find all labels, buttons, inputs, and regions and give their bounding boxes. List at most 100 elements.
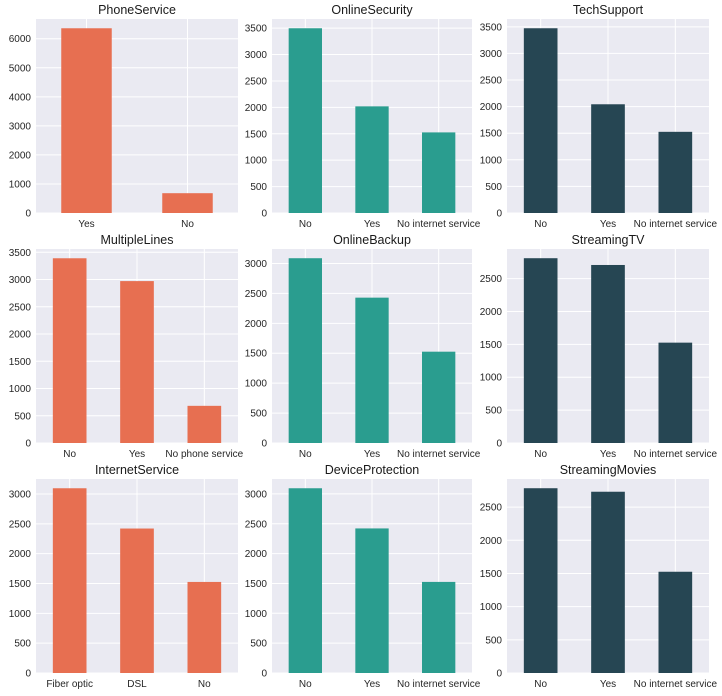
y-tick-label: 2500	[9, 302, 32, 313]
y-tick-label: 3000	[9, 121, 32, 132]
x-tick-label: No internet service	[397, 449, 481, 460]
y-tick-label: 0	[496, 669, 502, 680]
y-tick-label: 1000	[245, 609, 268, 620]
bar-internetservice-fiber-optic	[52, 488, 87, 673]
panel-streamingtv: 0 500 1000 1500 2000 2500 No Yes No internet ser…	[480, 233, 718, 460]
y-tick-label: 1000	[9, 384, 32, 395]
y-tick-label: 1500	[9, 579, 32, 590]
panel-onlinebackup: 0 500 1000 1500 2000 2500 3000 No Yes No internet…	[245, 233, 481, 460]
y-tick-label: 4000	[9, 92, 32, 103]
y-tick-label: 3500	[245, 24, 268, 35]
x-tick-label: No internet service	[634, 219, 718, 230]
x-tick-label: No internet service	[634, 679, 718, 690]
panel-techsupport: 0 500 1000 1500 2000 2500 3000 3500 No Yes No inte…	[480, 3, 718, 230]
y-tick-label: 2500	[245, 76, 268, 87]
panel-phoneservice: 0 1000 2000 3000 4000 5000 6000 Yes No PhoneServi…	[9, 3, 238, 230]
y-tick-label: 0	[261, 669, 267, 680]
y-tick-label: 500	[14, 411, 31, 422]
x-tick-label: Yes	[600, 449, 616, 460]
y-tick-label: 1500	[9, 357, 32, 368]
y-tick-label: 3000	[245, 489, 268, 500]
y-tick-label: 1500	[245, 579, 268, 590]
bar-multiplelines-no	[52, 258, 87, 443]
y-tick-label: 0	[496, 439, 502, 450]
x-tick-label: No	[534, 679, 547, 690]
panel-onlinesecurity: 0 500 1000 1500 2000 2500 3000 3500 No Yes No inte…	[245, 3, 481, 230]
panel-multiplelines: 0 500 1000 1500 2000 2500 3000 3500 No Yes No phon…	[9, 233, 244, 460]
y-tick-label: 3500	[9, 248, 32, 259]
y-tick-label: 500	[485, 182, 502, 193]
y-tick-label: 2500	[245, 519, 268, 530]
y-tick-label: 2500	[480, 76, 503, 87]
x-tick-label: No	[534, 219, 547, 230]
x-tick-label: No	[181, 219, 194, 230]
chart-title: OnlineBackup	[333, 233, 411, 247]
bar-techsupport-no	[523, 28, 558, 213]
y-tick-label: 2000	[480, 536, 503, 547]
bar-deviceprotection-no-internet-service	[422, 581, 456, 673]
x-tick-label: No	[299, 219, 312, 230]
y-tick-label: 1000	[480, 373, 503, 384]
bar-onlinesecurity-yes	[355, 106, 389, 213]
x-tick-label: No	[299, 679, 312, 690]
y-tick-label: 500	[485, 635, 502, 646]
y-tick-label: 1500	[480, 569, 503, 580]
y-tick-label: 0	[25, 209, 31, 220]
chart-title: MultipleLines	[101, 233, 174, 247]
y-tick-label: 1000	[9, 609, 32, 620]
x-tick-label: Yes	[78, 219, 94, 230]
x-tick-label: No	[198, 679, 211, 690]
y-tick-label: 1500	[245, 349, 268, 360]
y-tick-label: 2000	[245, 549, 268, 560]
x-tick-label: No	[534, 449, 547, 460]
x-tick-label: Yes	[600, 679, 616, 690]
x-tick-label: Yes	[129, 449, 145, 460]
y-tick-label: 2500	[480, 274, 503, 285]
y-tick-label: 1000	[480, 155, 503, 166]
bar-onlinebackup-no	[288, 258, 322, 443]
y-tick-label: 3500	[480, 22, 503, 33]
bar-internetservice-dsl	[120, 528, 154, 673]
y-tick-label: 2000	[245, 103, 268, 114]
bar-techsupport-yes	[591, 104, 625, 213]
y-tick-label: 2000	[9, 150, 32, 161]
chart-title: DeviceProtection	[325, 463, 420, 477]
y-tick-label: 3000	[9, 489, 32, 500]
x-tick-label: DSL	[127, 679, 147, 690]
y-tick-label: 0	[496, 209, 502, 220]
bar-multiplelines-no-phone-service	[187, 405, 222, 443]
x-tick-label: No phone service	[165, 449, 243, 460]
bar-streamingmovies-no-internet-service	[658, 571, 693, 673]
x-tick-label: No internet service	[634, 449, 718, 460]
panel-deviceprotection: 0 500 1000 1500 2000 2500 3000 No Yes No internet…	[245, 463, 481, 690]
bar-streamingmovies-no	[523, 488, 558, 673]
y-tick-label: 2000	[9, 330, 32, 341]
x-tick-label: No	[63, 449, 76, 460]
panel-streamingmovies: 0 500 1000 1500 2000 2500 No Yes No internet ser…	[480, 463, 718, 690]
chart-title: StreamingMovies	[560, 463, 657, 477]
x-tick-label: Yes	[364, 449, 380, 460]
bar-streamingtv-no-internet-service	[658, 342, 693, 443]
bar-deviceprotection-yes	[355, 528, 389, 673]
y-tick-label: 2000	[480, 102, 503, 113]
bar-onlinebackup-yes	[355, 297, 389, 443]
panel-internetservice: 0 500 1000 1500 2000 2500 3000 Fiber optic DSL No…	[9, 463, 238, 690]
bar-techsupport-no-internet-service	[658, 131, 693, 213]
chart-title: StreamingTV	[572, 233, 646, 247]
bar-onlinebackup-no-internet-service	[422, 351, 456, 443]
y-tick-label: 1500	[480, 340, 503, 351]
bar-internetservice-no	[187, 581, 222, 673]
x-tick-label: No internet service	[397, 219, 481, 230]
y-tick-label: 500	[250, 182, 267, 193]
bar-onlinesecurity-no	[288, 28, 322, 213]
y-tick-label: 3000	[245, 50, 268, 61]
bar-multiplelines-yes	[120, 281, 154, 443]
y-tick-label: 500	[14, 639, 31, 650]
chart-title: TechSupport	[573, 3, 644, 17]
y-tick-label: 0	[25, 439, 31, 450]
y-tick-label: 3000	[245, 259, 268, 270]
bar-phoneservice-yes	[61, 28, 112, 213]
x-tick-label: Fiber optic	[46, 679, 93, 690]
y-tick-label: 2500	[9, 519, 32, 530]
bar-deviceprotection-no	[288, 488, 322, 673]
